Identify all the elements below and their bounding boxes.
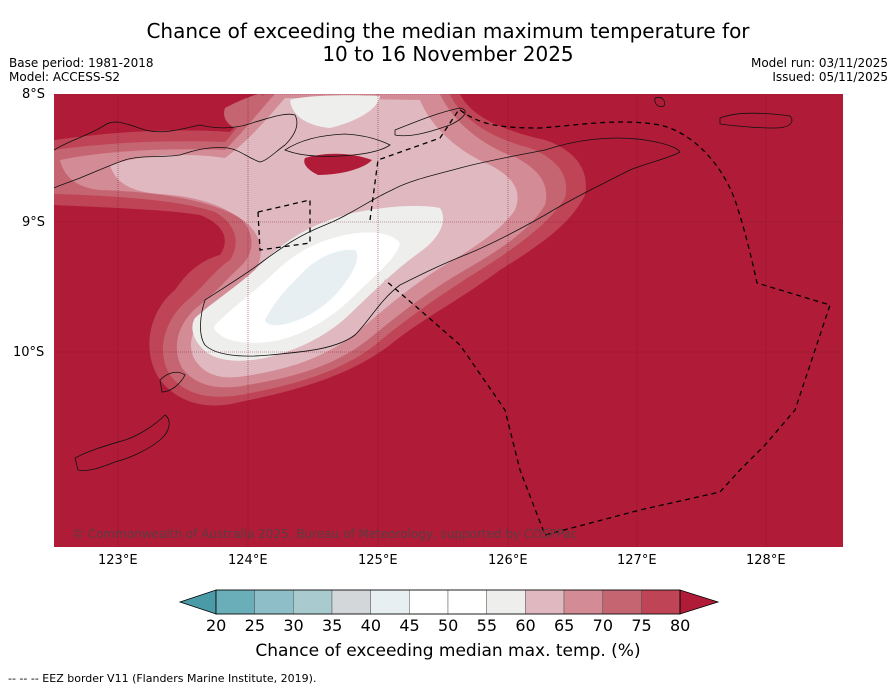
title-line-1: Chance of exceeding the median maximum t… [146, 19, 750, 43]
lon-label-128e: 128°E [746, 553, 786, 568]
colorbar-segment-55-60 [486, 589, 526, 615]
colorbar-segment-70-75 [602, 589, 642, 615]
colorbar-segment-50-55 [447, 589, 487, 615]
coastline-sumba [74, 414, 170, 471]
colorbar-tick-60: 60 [515, 616, 536, 635]
lon-label-126e: 126°E [488, 553, 528, 568]
colorbar-segment-45-50 [409, 589, 449, 615]
coastline-wetar [394, 107, 466, 137]
colorbar-segment-20-25 [215, 589, 255, 615]
coastline-timor [200, 137, 681, 357]
colorbar-segment-40-45 [370, 589, 410, 615]
colorbar-segment-75-80 [641, 589, 681, 615]
colorbar-tick-55: 55 [476, 616, 498, 635]
colorbar-tick-80: 80 [670, 616, 691, 635]
colorbar-tick-35: 35 [322, 616, 343, 635]
footnote: -- -- -- EEZ border V11 (Flanders Marine… [8, 672, 317, 685]
colorbar-segment-30-35 [293, 589, 333, 615]
colorbar-extend-high [679, 589, 720, 615]
lon-label-123e: 123°E [98, 553, 138, 568]
contour-55-north [290, 95, 380, 128]
title-line-2: 10 to 16 November 2025 [322, 42, 574, 66]
chart-title: Chance of exceeding the median maximum t… [0, 20, 896, 66]
colorbar-segment-65-70 [563, 589, 603, 615]
lon-label-124e: 124°E [228, 553, 268, 568]
colorbar-tick-40: 40 [360, 616, 382, 635]
colorbar-tick-50: 50 [438, 616, 459, 635]
model-name: Model: ACCESS-S2 [9, 70, 121, 84]
coastline-north-islet [654, 97, 665, 107]
lon-label-125e: 125°E [358, 553, 398, 568]
coastline-alor [284, 133, 391, 157]
coastline-rote [159, 371, 186, 393]
meta-right: Model run: 03/11/2025 Issued: 05/11/2025 [751, 56, 888, 84]
contour-75-north-pocket [224, 94, 262, 128]
graticule [54, 94, 843, 547]
issued-date: Issued: 05/11/2025 [772, 70, 888, 84]
lat-label-9s: 9°S [22, 215, 46, 230]
contour-45 [265, 249, 358, 326]
colorbar-extend-low [178, 589, 217, 615]
coastline-north-islands [719, 112, 793, 129]
lat-label-10s: 10°S [13, 345, 45, 360]
lon-label-127e: 127°E [617, 553, 657, 568]
probability-contours [54, 94, 586, 406]
colorbar-title: Chance of exceeding median max. temp. (%… [255, 641, 641, 661]
colorbar-tick-65: 65 [554, 616, 575, 635]
colorbar-segment-35-40 [331, 589, 371, 615]
colorbar-tick-70: 70 [592, 616, 614, 635]
colorbar-tick-30: 30 [283, 616, 304, 635]
colorbar-tick-20: 20 [206, 616, 227, 635]
colorbar-tick-45: 45 [399, 616, 420, 635]
coastline-flores-east [54, 113, 298, 189]
eez-border-central [369, 107, 461, 221]
contour-inner-red [304, 153, 372, 175]
coastlines [54, 97, 793, 471]
base-period: Base period: 1981-2018 [9, 56, 154, 70]
meta-left: Base period: 1981-2018 Model: ACCESS-S2 [9, 56, 154, 84]
map-area: © Commonwealth of Australia 2025, Bureau… [54, 94, 843, 547]
colorbar-tick-75: 75 [631, 616, 652, 635]
lat-label-8s: 8°S [22, 87, 46, 102]
eez-borders [257, 107, 831, 536]
copyright-notice: © Commonwealth of Australia 2025, Bureau… [72, 527, 577, 541]
colorbar-segment-25-30 [254, 589, 294, 615]
colorbar [178, 589, 720, 615]
colorbar-border [215, 589, 681, 615]
colorbar-segment-60-65 [525, 589, 565, 615]
colorbar-tick-25: 25 [244, 616, 266, 635]
model-run: Model run: 03/11/2025 [750, 56, 888, 70]
eez-border-timor-leste [384, 109, 831, 536]
